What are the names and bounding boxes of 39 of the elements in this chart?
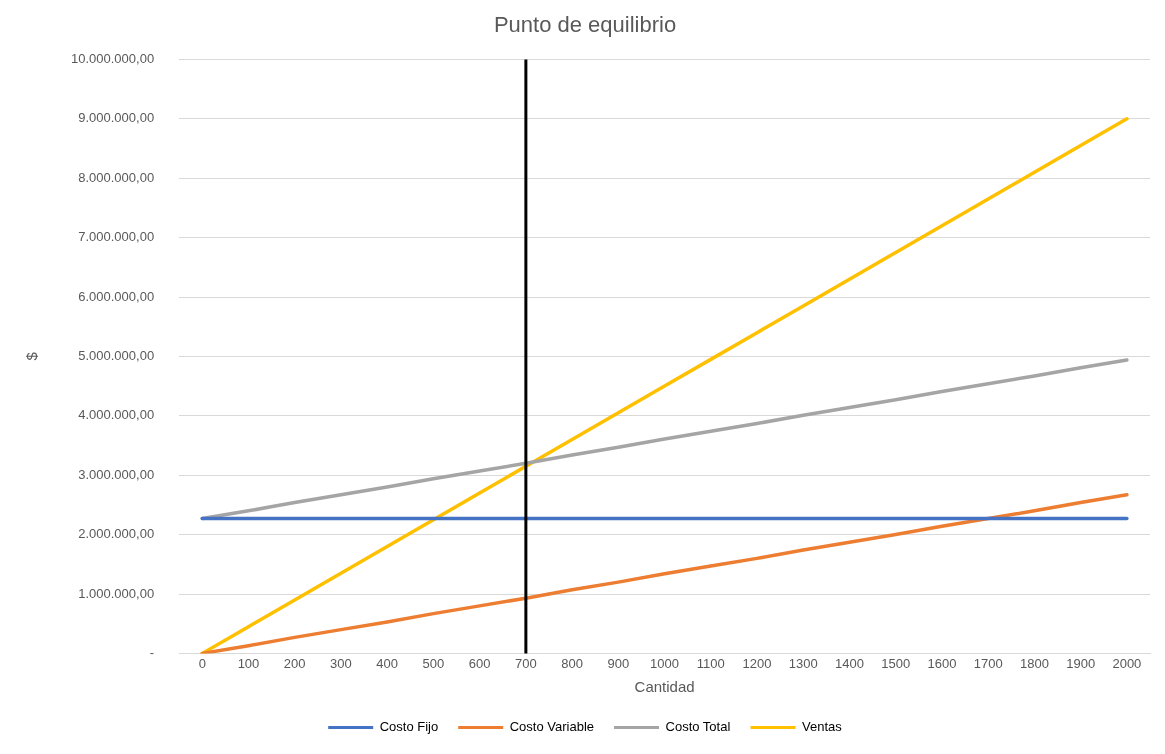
x-tick-label: 700 — [515, 655, 537, 671]
y-tick-label: 7.000.000,00 — [78, 229, 155, 245]
x-tick-label: 500 — [422, 655, 445, 671]
x-tick-label: 1600 — [927, 655, 957, 671]
x-tick-label: 1200 — [742, 655, 772, 671]
y-tick-label: 6.000.000,00 — [78, 288, 155, 304]
x-tick-label: 1400 — [835, 655, 864, 671]
legend-label: Ventas — [802, 719, 843, 735]
x-tick-label: 2000 — [1112, 655, 1142, 671]
x-tick-label: 1500 — [881, 655, 911, 671]
legend-label: Costo Variable — [509, 719, 595, 735]
x-tick-label: 300 — [330, 655, 352, 671]
y-tick-label: 2.000.000,00 — [78, 526, 155, 542]
legend-label: Costo Fijo — [379, 719, 439, 735]
x-tick-label: 600 — [468, 655, 491, 671]
y-tick-label: - — [149, 644, 155, 660]
y-tick-label: 10.000.000,00 — [70, 50, 155, 66]
x-tick-label: 200 — [283, 655, 306, 671]
x-tick-label: 1100 — [696, 655, 725, 671]
x-tick-label: 900 — [607, 655, 630, 671]
y-tick-label: 1.000.000,00 — [78, 585, 155, 601]
legend-label: Costo Total — [665, 719, 731, 735]
x-tick-label: 1700 — [973, 655, 1003, 671]
x-tick-label: 100 — [237, 655, 260, 671]
y-tick-label: 9.000.000,00 — [78, 110, 155, 126]
x-tick-label: 1000 — [650, 655, 680, 671]
y-axis-title: $ — [23, 351, 41, 361]
x-tick-label: 1300 — [788, 655, 818, 671]
y-tick-label: 4.000.000,00 — [78, 407, 155, 423]
x-tick-label: 1900 — [1066, 655, 1096, 671]
x-tick-label: 0 — [198, 655, 206, 671]
y-tick-label: 5.000.000,00 — [78, 347, 155, 363]
x-axis-title: Cantidad — [634, 678, 695, 696]
y-tick-label: 3.000.000,00 — [78, 466, 155, 482]
y-tick-label: 8.000.000,00 — [78, 169, 155, 185]
chart-title: Punto de equilibrio — [493, 12, 677, 38]
x-tick-label: 400 — [376, 655, 399, 671]
x-tick-label: 800 — [561, 655, 583, 671]
x-tick-label: 1800 — [1019, 655, 1049, 671]
